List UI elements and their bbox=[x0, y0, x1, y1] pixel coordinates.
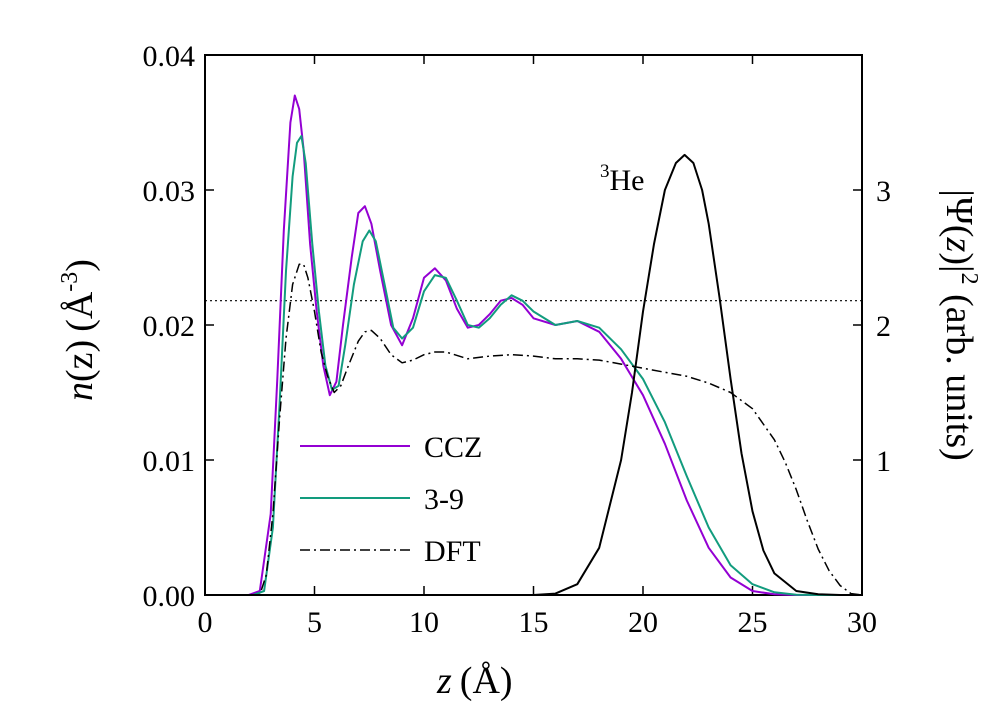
x-tick-label: 10 bbox=[409, 606, 439, 639]
y-right-exp: 2 bbox=[956, 273, 982, 285]
y-left-unit: (Å bbox=[59, 291, 101, 332]
series-layer bbox=[205, 94, 863, 596]
x-tick-label: 0 bbox=[198, 606, 213, 639]
y-left-exp: -3 bbox=[57, 272, 83, 292]
ticks: 0 5 10 15 20 25 30 0.00 0.01 0.02 0.03 0.04 1 2 3 bbox=[143, 40, 892, 639]
y-right-tick-label: 2 bbox=[876, 310, 891, 343]
legend-label-dft: DFT bbox=[424, 535, 481, 568]
x-axis-var: z bbox=[436, 660, 452, 702]
x-axis-unit: Å bbox=[472, 660, 500, 702]
y-left-tick-label: 0.02 bbox=[143, 310, 196, 343]
series-ccz bbox=[205, 94, 862, 596]
legend-label-ccz: CCZ bbox=[424, 431, 482, 464]
y-left-var: n bbox=[59, 382, 101, 401]
y-left-tick-label: 0.01 bbox=[143, 445, 196, 478]
plot-frame bbox=[204, 54, 863, 596]
x-axis-close: ) bbox=[500, 660, 513, 702]
y-axis-right-label: |Ψ(z)|2 (arb. units) bbox=[938, 189, 982, 461]
series-3he bbox=[205, 153, 862, 596]
x-tick-label: 5 bbox=[307, 606, 322, 639]
x-axis-label: z (Å) bbox=[436, 660, 513, 702]
y-right-suffix: (arb. units) bbox=[938, 285, 980, 461]
y-left-close: ) bbox=[59, 259, 101, 272]
annotation-text: He bbox=[610, 164, 645, 197]
y-left-arg: (z) bbox=[59, 340, 101, 382]
series-dft bbox=[205, 263, 863, 596]
y-right-mid: )| bbox=[938, 252, 980, 272]
y-right-prefix: |Ψ( bbox=[938, 189, 980, 237]
legend: CCZ 3-9 DFT bbox=[300, 431, 482, 568]
x-tick-label: 30 bbox=[847, 606, 877, 639]
y-left-tick-label: 0.00 bbox=[143, 580, 196, 613]
y-left-tick-label: 0.03 bbox=[143, 175, 196, 208]
y-right-var: z bbox=[938, 237, 980, 253]
x-axis-open: ( bbox=[460, 660, 473, 702]
y-left-tick-label: 0.04 bbox=[143, 40, 196, 73]
annotation-sup: 3 bbox=[600, 161, 610, 182]
x-tick-label: 20 bbox=[628, 606, 658, 639]
annotation-3he: 3He bbox=[600, 161, 644, 197]
y-right-tick-label: 3 bbox=[876, 175, 891, 208]
y-right-tick-label: 1 bbox=[876, 445, 891, 478]
x-tick-label: 25 bbox=[738, 606, 768, 639]
legend-label-3-9: 3-9 bbox=[424, 483, 464, 516]
series-3-9 bbox=[205, 135, 862, 596]
y-axis-left-label: n(z) (Å-3) bbox=[57, 259, 101, 401]
x-tick-label: 15 bbox=[519, 606, 549, 639]
